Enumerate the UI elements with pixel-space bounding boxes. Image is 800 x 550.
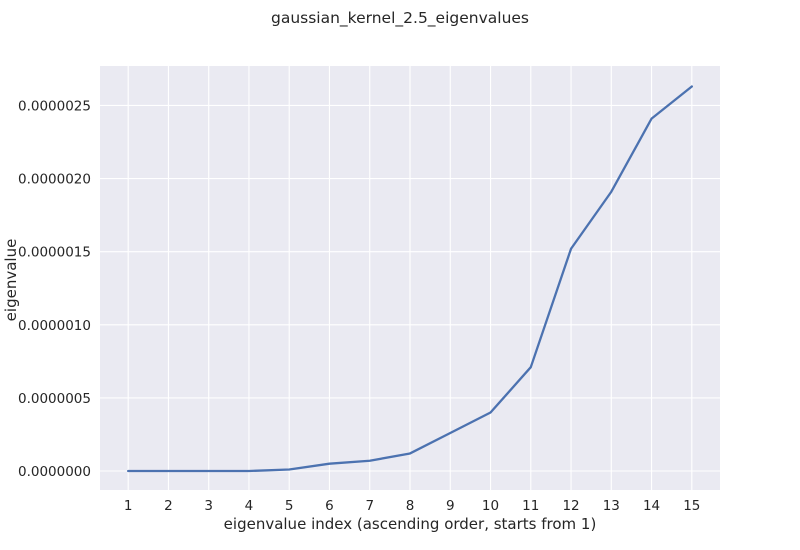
x-tick-label: 3 (204, 498, 213, 514)
series-layer (127, 85, 693, 473)
x-tick-label: 12 (562, 498, 579, 514)
y-tick-label: 0.0000005 (18, 391, 91, 407)
y-tick-label: 0.0000025 (18, 98, 91, 114)
y-tick-label: 0.0000000 (18, 464, 91, 480)
x-tick-label: 8 (406, 498, 415, 514)
x-tick-label: 2 (164, 498, 173, 514)
series-line (127, 85, 693, 473)
x-tick-label: 5 (285, 498, 294, 514)
x-tick-label: 11 (522, 498, 539, 514)
x-tick-label: 13 (603, 498, 620, 514)
y-tick-label: 0.0000010 (18, 318, 91, 334)
x-tick-label: 10 (482, 498, 499, 514)
x-axis-ticks: 1 2 3 4 5 6 7 8 9 10 11 12 13 14 15 (124, 498, 701, 514)
y-tick-label: 0.0000020 (18, 172, 91, 188)
chart-title: gaussian_kernel_2.5_eigenvalues (271, 9, 529, 28)
x-tick-label: 14 (643, 498, 660, 514)
y-tick-label: 0.0000015 (18, 245, 91, 261)
x-tick-label: 4 (245, 498, 254, 514)
y-axis-ticks: 0.0000000 0.0000005 0.0000010 0.0000015 0.00… (18, 98, 91, 480)
x-tick-label: 7 (365, 498, 374, 514)
x-tick-label: 6 (325, 498, 334, 514)
x-axis-label: eigenvalue index (ascending order, start… (224, 515, 597, 533)
x-tick-label: 15 (683, 498, 700, 514)
x-tick-label: 1 (124, 498, 133, 514)
grid (100, 66, 720, 490)
x-tick-label: 9 (446, 498, 455, 514)
y-axis-label: eigenvalue (2, 239, 20, 322)
